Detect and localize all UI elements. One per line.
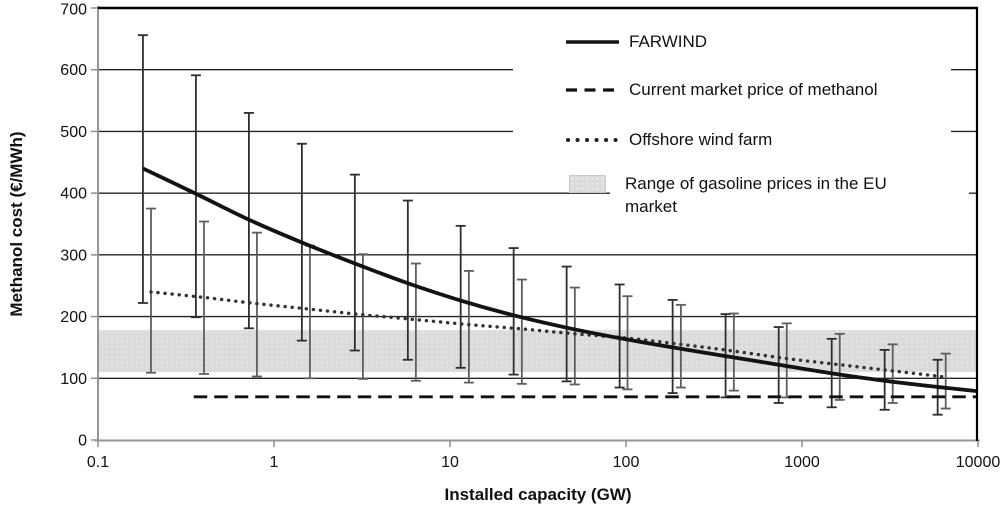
series-layer [142,166,979,399]
offshore-wind-curve [149,290,948,379]
band-layer [98,330,978,373]
y-tick-label: 400 [60,186,87,203]
legend-label-farwind: FARWIND [629,32,708,51]
gasoline-price-band [98,330,978,373]
offshore-wind-error-bar [410,262,421,382]
axes-layer [91,6,980,447]
y-tick-label: 500 [60,124,87,141]
y-tick-label: 300 [60,247,87,264]
x-tick-label: 100 [613,454,640,471]
offshore-wind-error-bar [834,332,845,401]
legend-item-gasoline-range: Range of gasoline prices in the EU marke… [610,172,969,238]
farwind-error-bar [508,247,519,376]
tick-label-layer: 0 100 200 300 400 500 600 700 0.1 1 10 100 1000 10000 [60,2,1000,472]
x-tick-label: 10 [441,454,459,471]
y-tick-label: 0 [78,433,87,450]
legend-item-methanol-price: Current market price of methanol [513,78,951,102]
legend-label-gasoline-range: Range of gasoline prices in the EU marke… [625,174,887,216]
y-tick-label: 200 [60,309,87,326]
x-tick-label: 1000 [784,454,820,471]
offshore-wind-error-bar [940,352,951,410]
farwind-error-bar [455,224,466,369]
farwind-error-bar [402,199,413,361]
offshore-wind-error-bar [728,312,739,392]
farwind-error-bar [190,74,201,319]
y-tick-label: 600 [60,62,87,79]
gasoline-range-swatch [569,175,606,193]
legend-box: FARWIND Current market price of methanol… [513,12,951,172]
offshore-wind-error-bar [357,253,368,380]
error-bar-layer [137,34,951,416]
legend-item-offshore-wind: Offshore wind farm [513,128,951,152]
methanol-price-dash-swatch [566,88,620,92]
legend-item-farwind: FARWIND [513,30,951,54]
offshore-wind-error-bar [198,220,209,375]
x-tick-label: 1 [270,454,279,471]
y-tick-label: 100 [60,371,87,388]
offshore-wind-error-bar [887,343,898,404]
legend-label-offshore-wind: Offshore wind farm [629,130,773,149]
y-axis-title: Methanol cost (€/MWh) [7,131,26,317]
y-tick-label: 700 [60,2,87,19]
offshore-wind-error-bar [622,295,633,391]
offshore-wind-error-bar [569,286,580,386]
offshore-wind-error-bar [675,303,686,389]
offshore-wind-error-bar [516,278,527,385]
farwind-curve [142,166,979,394]
x-tick-label: 10000 [956,454,1001,471]
offshore-wind-error-bar [463,270,474,384]
farwind-line-swatch [566,40,619,44]
x-axis-title: Installed capacity (GW) [444,485,632,504]
farwind-error-bar [561,265,572,383]
farwind-error-bar [614,283,625,389]
x-tick-label: 0.1 [87,454,109,471]
offshore-wind-dot-swatch [566,138,620,142]
legend-label-methanol-price: Current market price of methanol [629,80,878,99]
